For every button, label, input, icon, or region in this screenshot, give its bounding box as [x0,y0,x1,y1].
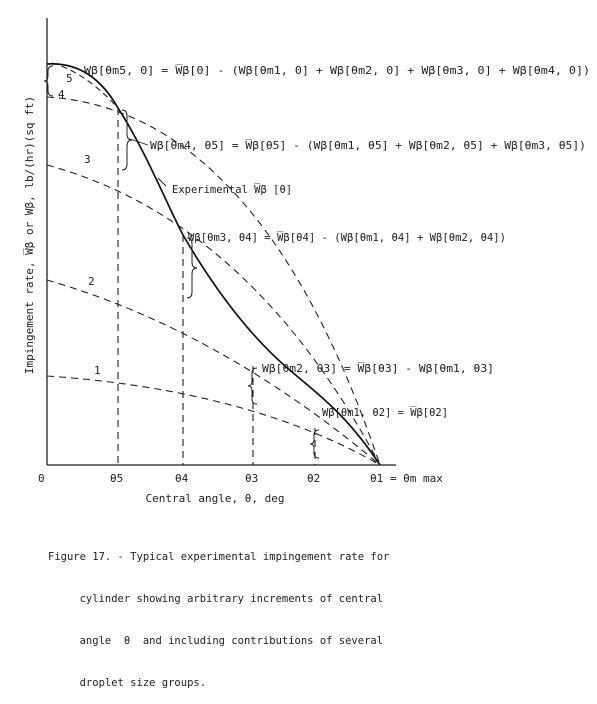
x-tick-theta2: θ2 [307,472,320,485]
annotation-theta0: Wβ[θm5, 0] = W̅β[0] - (Wβ[θm1, 0] + Wβ[θ… [84,64,590,77]
annotation-theta5: Wβ[θm4, θ5] = W̅β[θ5] - (Wβ[θm1, θ5] + W… [150,139,586,152]
leader-annotation-2 [129,138,149,146]
caption-line-2: cylinder showing arbitrary increments of… [48,593,384,605]
x-tick-theta1: θ1 = θm max [370,472,443,485]
caption-line-4: droplet size groups. [48,677,207,689]
curve-label-3: 3 [84,153,91,166]
experimental-curve [46,63,381,466]
brace-theta0 [43,65,54,97]
figure-caption: Figure 17. - Typical experimental imping… [48,522,568,704]
x-tick-theta4: θ4 [175,472,189,485]
annotation-theta4: Wβ[θm3, θ4] = W̅β[θ4] - (Wβ[θm1, θ4] + W… [188,231,506,244]
size-group-curve-1 [46,375,381,466]
brace-theta2 [309,429,320,459]
x-tick-theta5: θ5 [110,472,123,485]
caption-line-1: Figure 17. - Typical experimental imping… [48,551,390,563]
curve-label-4: 4 [58,88,65,101]
curve-label-1: 1 [94,364,101,377]
origin-label: 0 [38,472,45,485]
curve-label-2: 2 [88,275,95,288]
size-group-curve-5 [51,62,119,109]
impingement-chart: 1 2 3 4 5 Wβ[θm5, 0] = W̅β[0] - (Wβ[θm1,… [23,18,590,505]
annotation-theta2: Wβ[θm1, θ2] = W̅β[θ2] [322,406,448,419]
brace-theta4 [186,237,198,299]
brace-theta3 [247,367,258,405]
x-axis-label: Central angle, θ, deg [145,492,284,505]
annotation-theta3: Wβ[θm2, θ3] = W̅β[θ3] - Wβ[θm1, θ3] [262,362,494,375]
leader-experimental [157,177,167,187]
experimental-label: Experimental W̅β [θ] [172,183,292,196]
y-axis-label: Impingement rate, W̅β or Wβ, lb/(hr)(sq … [23,96,36,374]
x-tick-theta3: θ3 [245,472,258,485]
caption-line-3: angle θ and including contributions of s… [48,635,384,647]
brace-theta5 [121,109,133,171]
curve-label-5: 5 [66,72,73,85]
size-group-curve-3 [46,164,381,466]
size-group-curve-4 [46,96,381,466]
size-group-curve-2 [46,279,381,466]
